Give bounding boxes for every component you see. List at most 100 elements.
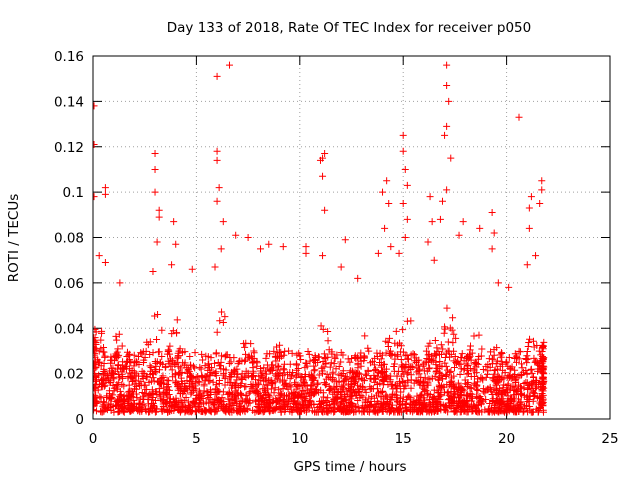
data-point <box>169 373 177 381</box>
data-point <box>474 360 482 368</box>
data-point <box>331 388 339 396</box>
data-point <box>456 371 464 379</box>
data-point <box>454 379 462 387</box>
data-point <box>512 358 520 366</box>
data-point <box>177 389 185 397</box>
data-point <box>524 385 532 393</box>
data-point <box>520 392 528 400</box>
data-point <box>467 342 475 350</box>
data-point <box>475 408 483 416</box>
y-tick-label: 0.16 <box>54 49 84 65</box>
data-point <box>201 376 209 384</box>
data-point <box>233 365 241 373</box>
data-point <box>451 352 459 360</box>
data-point <box>125 394 133 402</box>
data-point <box>489 397 497 405</box>
data-point <box>335 405 343 413</box>
data-point <box>149 389 157 397</box>
data-point <box>345 385 353 393</box>
data-point <box>486 385 494 393</box>
data-point <box>346 393 354 401</box>
data-point <box>395 249 403 257</box>
data-point <box>378 367 386 375</box>
data-point <box>311 366 319 374</box>
data-point <box>287 372 295 380</box>
data-point <box>194 404 202 412</box>
data-point <box>254 397 262 405</box>
data-point <box>168 261 176 269</box>
data-point <box>305 371 313 379</box>
data-point <box>200 400 208 408</box>
data-point <box>473 360 481 368</box>
data-point <box>324 394 332 402</box>
data-point <box>371 401 379 409</box>
data-point <box>366 375 374 383</box>
data-point <box>281 399 289 407</box>
data-point <box>439 401 447 409</box>
data-point <box>447 367 455 375</box>
data-point <box>213 328 221 336</box>
data-point <box>450 405 458 413</box>
data-point <box>183 407 191 415</box>
data-point <box>221 407 229 415</box>
data-point <box>383 177 391 185</box>
data-point <box>253 386 261 394</box>
data-point <box>459 218 467 226</box>
data-point <box>488 209 496 217</box>
data-point <box>141 406 149 414</box>
data-point <box>217 245 225 253</box>
data-point <box>151 312 159 320</box>
data-point <box>93 334 99 342</box>
data-point <box>462 397 470 405</box>
data-point <box>168 358 176 366</box>
data-point <box>127 387 135 395</box>
data-point <box>288 349 296 357</box>
data-point <box>183 369 191 377</box>
data-point <box>425 350 433 358</box>
data-point <box>142 407 150 415</box>
data-point <box>116 279 124 287</box>
data-point <box>371 361 379 369</box>
data-point <box>429 398 437 406</box>
data-point <box>486 363 494 371</box>
data-point <box>494 279 502 287</box>
x-tick-label: 25 <box>601 431 618 447</box>
data-point <box>450 330 458 338</box>
data-point <box>450 381 458 389</box>
data-point <box>212 407 220 415</box>
data-point <box>112 332 120 340</box>
y-tick-label: 0.04 <box>54 321 84 337</box>
data-point <box>301 389 309 397</box>
data-point <box>346 367 354 375</box>
data-point <box>499 384 507 392</box>
data-point <box>300 406 308 414</box>
data-point <box>105 390 113 398</box>
data-point <box>326 374 334 382</box>
data-point <box>505 283 513 291</box>
y-tick-label: 0.06 <box>54 276 84 292</box>
data-point <box>438 375 446 383</box>
data-point <box>181 380 189 388</box>
data-point <box>213 386 221 394</box>
data-point <box>128 402 136 410</box>
data-point <box>107 394 115 402</box>
data-point <box>428 218 436 226</box>
data-point <box>462 391 470 399</box>
data-point <box>97 376 105 384</box>
data-point <box>194 373 202 381</box>
data-point <box>206 364 214 372</box>
y-tick-label: 0.02 <box>54 367 84 383</box>
data-point <box>511 354 519 362</box>
data-point <box>191 349 199 357</box>
data-point <box>216 317 224 325</box>
data-point <box>426 193 434 201</box>
data-point <box>410 357 418 365</box>
data-point <box>364 408 372 416</box>
data-point <box>93 337 98 345</box>
data-point <box>162 398 170 406</box>
data-point <box>101 403 109 411</box>
data-point <box>529 387 537 395</box>
data-point <box>337 371 345 379</box>
data-point <box>404 355 412 363</box>
data-point <box>431 337 439 345</box>
